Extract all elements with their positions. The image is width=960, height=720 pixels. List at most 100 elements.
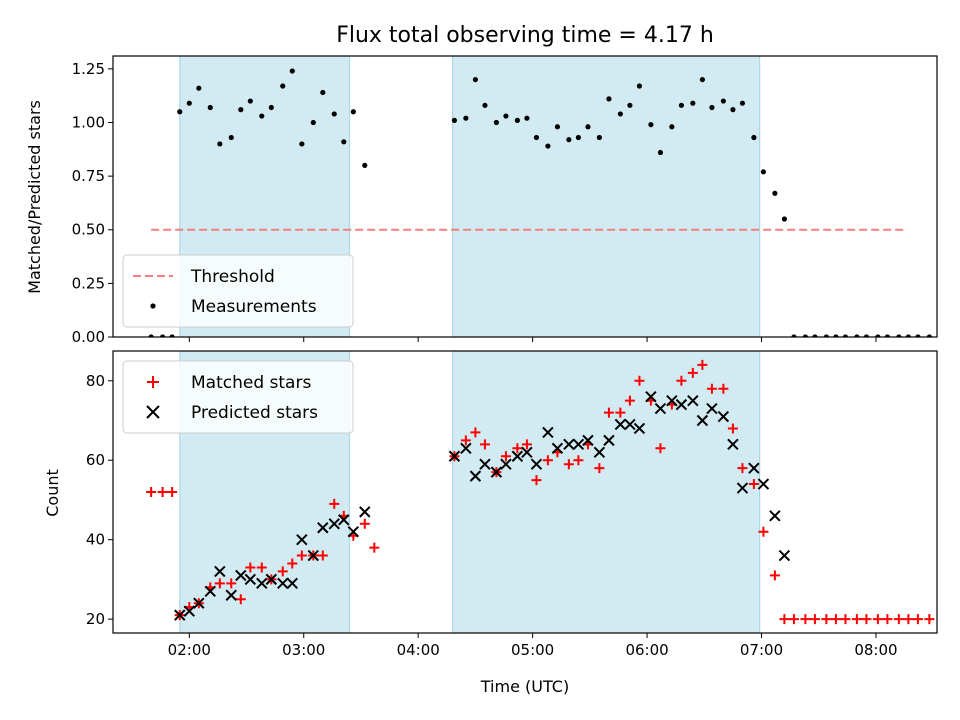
matched-point [872,614,883,625]
measurement-point [884,334,891,337]
measurement-point [186,100,192,106]
predicted-point [666,394,678,407]
predicted-point [675,398,688,411]
measurement-point [196,85,202,91]
measurement-point [596,134,602,141]
measurement-point [566,137,572,143]
measurement-point [926,334,932,337]
x-tick-label: 02:00 [168,641,211,659]
measurement-point [289,68,295,74]
measurement-point [617,111,623,117]
measurement-point [341,139,347,145]
measurement-point [159,334,166,337]
y-tick-label: 20 [86,610,105,628]
measurement-point [514,117,520,123]
matched-point [809,614,820,625]
legend-label: Measurements [191,297,317,317]
x-tick-label: 08:00 [854,641,897,659]
matched-point [512,443,523,454]
legend-box [122,254,354,328]
predicted-point [645,390,657,403]
measurement-point [148,334,154,337]
matched-point [542,455,553,466]
matched-point [624,395,635,406]
measurement-point [842,334,849,337]
legend-swatch [146,405,160,419]
matched-point [479,439,490,450]
matched-point [697,359,708,370]
matched-point [758,526,769,537]
measurement-point [772,190,778,196]
measurement-point [310,119,316,126]
measurement-point [648,122,654,128]
measurement-point [802,334,808,337]
predicted-point [490,466,503,478]
predicted-point [225,589,237,601]
measurement-point [678,102,685,108]
matched-point [157,487,168,497]
predicted-point [347,526,360,538]
predicted-point [736,482,749,494]
matched-point [329,498,340,509]
predicted-point [479,458,491,470]
predicted-point [757,478,770,490]
predicted-point [614,418,627,431]
bottom-xlabel: Time (UTC) [480,677,569,696]
matched-point [594,463,605,474]
y-tick-label: 80 [86,372,105,390]
measurement-point [362,162,368,168]
predicted-point [706,402,718,415]
matched-point [470,427,481,438]
measurement-point [533,134,540,141]
matched-point [521,439,532,450]
matched-point [214,578,225,589]
legend: Threshold Measurements [122,254,354,328]
predicted-point [277,577,289,590]
matched-point [317,550,328,561]
predicted-point [500,458,512,470]
bottom-ylabel: Count [43,469,62,517]
matched-point [226,578,237,589]
matched-point [655,443,666,454]
measurement-point [268,104,274,111]
predicted-point [696,414,709,427]
measurement-point [875,334,881,337]
matched-point [634,375,645,386]
plot-area [148,56,932,337]
predicted-point [778,549,791,562]
predicted-point [563,438,575,451]
measurement-point [781,216,788,222]
x-tick-label: 07:00 [740,641,783,659]
measurement-point [905,334,911,337]
top-panel: 0.00 0.25 0.50 0.75 1.00 1.25 Threshold Measure… [72,55,938,346]
predicted-point [582,434,594,447]
legend-label: Threshold [190,267,275,287]
measurement-point [690,100,696,106]
matched-point [369,542,380,553]
legend: Matched stars Predicted stars [122,360,354,434]
measurement-point [709,104,715,111]
observing-span [452,351,760,633]
predicted-point [460,442,472,455]
predicted-point [542,426,554,439]
matched-point [146,487,157,497]
chart-title: Flux total observing time = 4.17 h [336,23,714,48]
predicted-point [727,438,739,451]
measurement-point [575,134,582,141]
predicted-point [183,605,196,617]
measurement-point [177,109,183,115]
predicted-point [193,597,205,609]
matched-point [500,451,511,462]
predicted-point [654,402,667,415]
matched-point [676,375,687,386]
measurement-point [247,98,253,104]
measurement-point [280,83,286,89]
matched-point [718,383,729,394]
matched-point [769,570,780,581]
matched-point [861,614,872,625]
predicted-point [530,458,543,470]
matched-point [296,550,307,561]
measurement-point [463,115,469,121]
predicted-point [511,450,524,462]
